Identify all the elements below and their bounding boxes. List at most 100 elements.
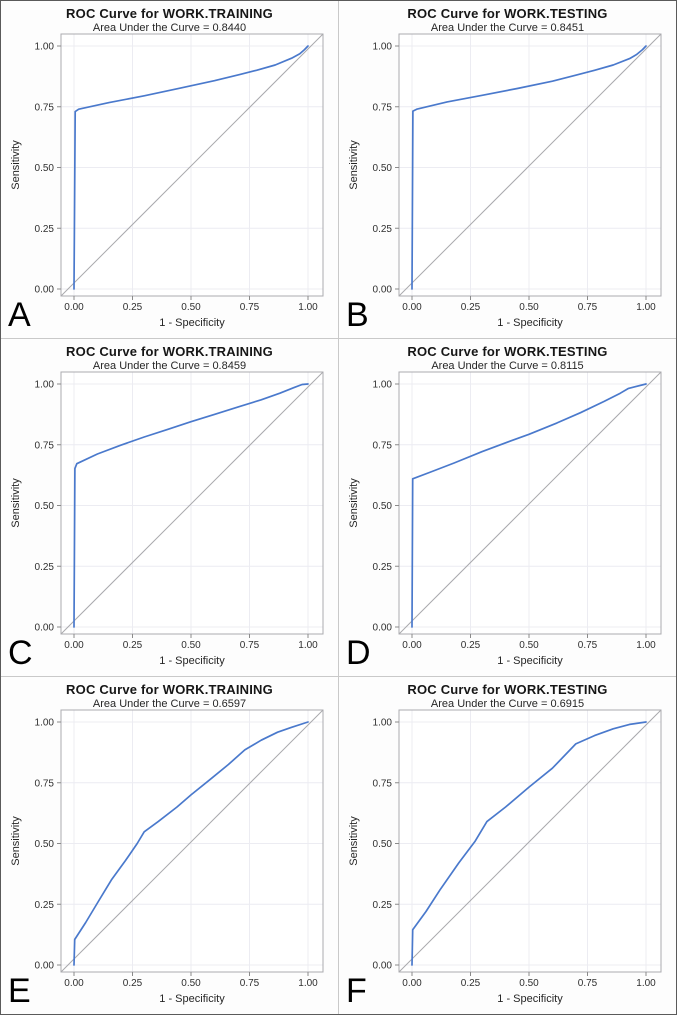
y-tick-label: 0.50 <box>373 501 393 512</box>
chart-title: ROC Curve for WORK.TESTING <box>407 344 608 359</box>
y-tick-label: 0.25 <box>373 562 393 573</box>
roc-plot: 0.00 0.00 0.25 0.25 0.50 0.50 0.75 0.75 1.00 1.00… <box>348 709 662 1005</box>
x-tick-label: 0.50 <box>519 978 539 989</box>
y-tick-label: 0.00 <box>373 623 393 634</box>
x-tick-label: 0.00 <box>402 302 422 313</box>
y-tick-label: 0.25 <box>373 224 393 235</box>
plot-frame <box>398 371 662 635</box>
x-axis-label: 1 - Specificity <box>497 993 563 1005</box>
x-tick-label: 0.00 <box>64 640 84 651</box>
roc-panel-d: ROC Curve for WORK.TESTING Area Under th… <box>339 339 676 676</box>
y-tick-label: 1.00 <box>35 718 55 729</box>
x-tick-label: 1.00 <box>636 302 656 313</box>
x-tick-label: 0.75 <box>578 640 598 651</box>
x-axis-label: 1 - Specificity <box>159 993 225 1005</box>
x-tick-label: 0.25 <box>123 978 143 989</box>
y-tick-label: 0.25 <box>35 224 55 235</box>
x-tick-label: 0.75 <box>240 640 260 651</box>
chart-title: ROC Curve for WORK.TESTING <box>407 6 608 21</box>
x-tick-label: 1.00 <box>636 640 656 651</box>
x-tick-label: 0.25 <box>461 640 481 651</box>
roc-panel-e: ROC Curve for WORK.TRAINING Area Under t… <box>1 677 338 1014</box>
plot-frame <box>60 33 324 297</box>
x-tick-label: 0.50 <box>181 640 201 651</box>
y-tick-label: 0.25 <box>35 562 55 573</box>
x-tick-label: 0.75 <box>578 302 598 313</box>
roc-panel-c: ROC Curve for WORK.TRAINING Area Under t… <box>1 339 338 676</box>
roc-curve <box>411 721 647 966</box>
x-axis-label: 1 - Specificity <box>159 317 225 329</box>
y-tick-label: 0.50 <box>373 839 393 850</box>
y-tick-label: 1.00 <box>373 42 393 53</box>
roc-curve <box>411 383 647 628</box>
diagonal-reference-line <box>398 371 662 635</box>
roc-panel-a: ROC Curve for WORK.TRAINING Area Under t… <box>1 1 338 338</box>
chart-title: ROC Curve for WORK.TESTING <box>407 682 608 697</box>
plot-frame <box>398 709 662 973</box>
diagonal-reference-line <box>60 709 324 973</box>
chart-title: ROC Curve for WORK.TRAINING <box>66 344 273 359</box>
x-tick-label: 0.00 <box>402 640 422 651</box>
y-axis-label: Sensitivity <box>348 478 360 528</box>
y-tick-label: 1.00 <box>373 380 393 391</box>
roc-panel-f: ROC Curve for WORK.TESTING Area Under th… <box>339 677 676 1014</box>
y-tick-label: 0.75 <box>373 440 393 451</box>
x-tick-label: 1.00 <box>298 302 318 313</box>
roc-plot: 0.00 0.00 0.25 0.25 0.50 0.50 0.75 0.75 1.00 1.00… <box>10 371 324 667</box>
x-axis-label: 1 - Specificity <box>497 655 563 667</box>
panel-letter: C <box>8 634 33 672</box>
y-tick-label: 0.50 <box>35 501 55 512</box>
y-tick-label: 1.00 <box>35 42 55 53</box>
diagonal-reference-line <box>398 33 662 297</box>
panel-letter: F <box>346 972 367 1010</box>
y-tick-label: 0.75 <box>373 778 393 789</box>
y-tick-label: 0.75 <box>35 440 55 451</box>
y-axis-label: Sensitivity <box>10 816 22 866</box>
chart-subtitle: Area Under the Curve = 0.8440 <box>92 22 247 34</box>
x-tick-label: 0.75 <box>240 302 260 313</box>
x-tick-label: 0.75 <box>578 978 598 989</box>
chart-title: ROC Curve for WORK.TRAINING <box>66 6 273 21</box>
x-axis-label: 1 - Specificity <box>497 317 563 329</box>
x-tick-label: 1.00 <box>298 640 318 651</box>
roc-curve <box>73 383 309 628</box>
x-tick-label: 0.75 <box>240 978 260 989</box>
x-tick-label: 0.00 <box>64 978 84 989</box>
chart-subtitle: Area Under the Curve = 0.8115 <box>431 360 584 372</box>
x-tick-label: 0.25 <box>461 978 481 989</box>
chart-subtitle: Area Under the Curve = 0.8459 <box>92 360 247 372</box>
panel-letter: A <box>8 296 31 334</box>
y-tick-label: 0.00 <box>35 285 55 296</box>
x-tick-label: 0.25 <box>123 640 143 651</box>
plot-frame <box>398 33 662 297</box>
y-tick-label: 1.00 <box>373 718 393 729</box>
x-tick-label: 0.50 <box>519 640 539 651</box>
y-axis-label: Sensitivity <box>10 140 22 190</box>
plot-frame <box>60 709 324 973</box>
roc-panel-b: ROC Curve for WORK.TESTING Area Under th… <box>339 1 676 338</box>
chart-subtitle: Area Under the Curve = 0.6597 <box>92 698 247 710</box>
y-axis-label: Sensitivity <box>10 478 22 528</box>
x-tick-label: 0.50 <box>181 302 201 313</box>
y-tick-label: 0.50 <box>35 163 55 174</box>
chart-subtitle: Area Under the Curve = 0.8451 <box>430 22 585 34</box>
diagonal-reference-line <box>398 709 662 973</box>
y-tick-label: 0.75 <box>373 102 393 113</box>
chart-subtitle: Area Under the Curve = 0.6915 <box>430 698 585 710</box>
roc-plot: 0.00 0.00 0.25 0.25 0.50 0.50 0.75 0.75 1.00 1.00… <box>10 709 324 1005</box>
x-tick-label: 1.00 <box>298 978 318 989</box>
y-axis-label: Sensitivity <box>348 816 360 866</box>
roc-curve <box>73 45 309 290</box>
x-tick-label: 0.00 <box>64 302 84 313</box>
y-tick-label: 0.25 <box>373 900 393 911</box>
y-tick-label: 0.00 <box>35 961 55 972</box>
roc-curve <box>73 721 309 966</box>
y-tick-label: 1.00 <box>35 380 55 391</box>
y-tick-label: 0.75 <box>35 778 55 789</box>
panel-letter: D <box>346 634 371 672</box>
y-tick-label: 0.25 <box>35 900 55 911</box>
roc-plot: 0.00 0.00 0.25 0.25 0.50 0.50 0.75 0.75 1.00 1.00… <box>348 371 662 667</box>
diagonal-reference-line <box>60 33 324 297</box>
x-tick-label: 0.25 <box>123 302 143 313</box>
